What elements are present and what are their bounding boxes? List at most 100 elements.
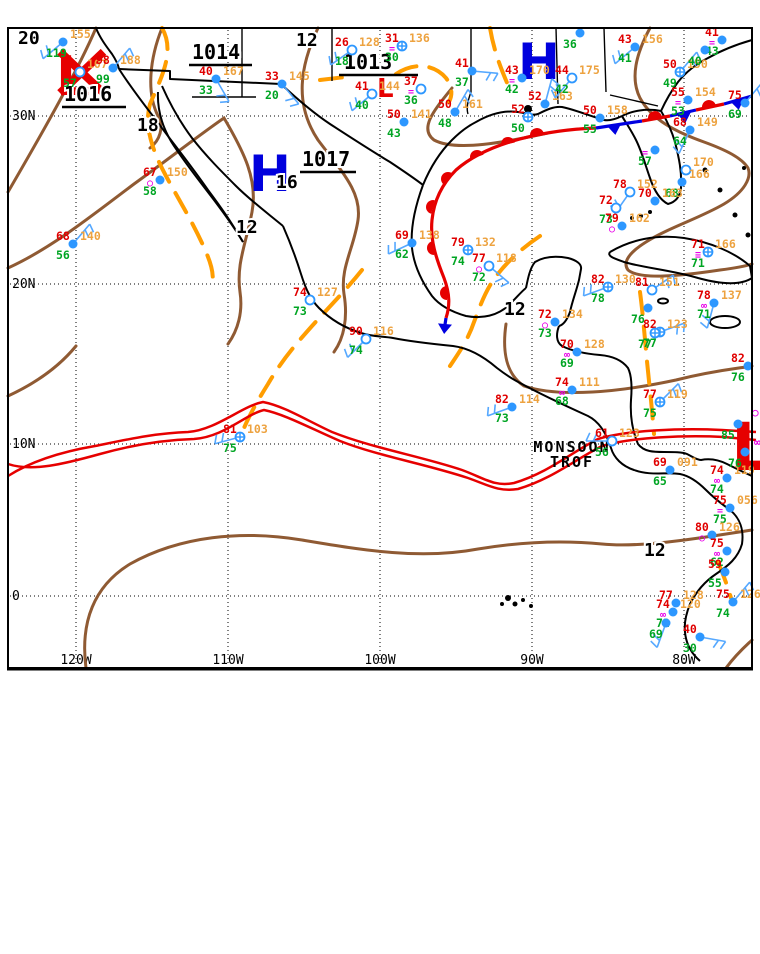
- station-weather-symbol: =: [642, 148, 648, 159]
- stationary-front-warm-symbol: [648, 111, 662, 119]
- station-circle: [630, 42, 640, 52]
- wind-barb-tick: [467, 89, 474, 98]
- isobar-line: [6, 344, 78, 398]
- station-pressure: 156: [642, 32, 663, 46]
- coastline: [156, 91, 244, 243]
- station-circle: [700, 45, 710, 55]
- pressure-value-label: 1013: [344, 50, 392, 74]
- wind-barb-tick: [701, 314, 710, 322]
- station-circle: [517, 73, 527, 83]
- station-plot: 77: [638, 327, 661, 351]
- station-temperature: 74: [656, 597, 670, 611]
- station-plot: 57=: [638, 145, 660, 168]
- station-plot: 69 138 62: [387, 228, 440, 261]
- station-pressure: 155: [70, 27, 91, 41]
- isobar-line: [300, 26, 360, 354]
- station-circle: [722, 473, 732, 483]
- station-circle: [707, 530, 717, 540]
- station-circle: [304, 294, 316, 306]
- station-dewpoint: 75: [643, 406, 657, 420]
- station-dewpoint: 36: [404, 93, 418, 107]
- station-dewpoint: 99: [96, 72, 110, 86]
- station-pressure: 141: [411, 107, 432, 121]
- station-pressure: 140: [80, 229, 101, 243]
- trough-line: [716, 560, 733, 600]
- station-dewpoint: 37: [455, 75, 469, 89]
- station-dewpoint: 56: [56, 248, 70, 262]
- political-border: [466, 28, 472, 115]
- island: [505, 595, 511, 601]
- station-circle: [665, 465, 675, 475]
- island: [529, 604, 533, 608]
- station-pressure: 126: [740, 587, 760, 601]
- coastline: [95, 27, 120, 70]
- station-pressure: 150: [167, 165, 188, 179]
- station-pressure: 152: [637, 177, 658, 191]
- pressure-value-label: 1014: [192, 40, 240, 64]
- pressure-value-label: 1016: [64, 82, 112, 106]
- wind-barb-tick: [289, 103, 299, 108]
- station-dewpoint: 75: [223, 441, 237, 455]
- station-weather-symbol: ○: [609, 224, 615, 235]
- station-temperature: 72: [599, 193, 613, 207]
- station-dewpoint: 69: [728, 107, 742, 121]
- station-plot: 76: [631, 303, 653, 326]
- wind-barb-tick: [493, 404, 496, 414]
- stationary-front-warm-symbol: [702, 100, 716, 109]
- station-plot: 81 103 75: [214, 422, 268, 455]
- station-temperature: 61: [595, 426, 609, 440]
- island: [639, 214, 643, 218]
- wind-barb-tick: [285, 97, 295, 102]
- stationary-front-cold-symbol: [607, 124, 621, 135]
- station-dewpoint: 62: [710, 555, 724, 569]
- station-circle: [467, 66, 477, 76]
- station-plot: 40: [688, 45, 710, 68]
- station-pressure: 150: [687, 57, 708, 71]
- wind-barb-tick: [675, 139, 683, 148]
- station-dewpoint: 57: [638, 154, 652, 168]
- coastline: [660, 39, 753, 112]
- station-pressure: 114: [519, 392, 540, 406]
- station-pressure: 151: [659, 275, 680, 289]
- warm-front-symbol: [470, 150, 484, 160]
- station-pressure: 127: [317, 285, 338, 299]
- low-pressure-symbol: L: [377, 74, 394, 104]
- trough-line: [488, 26, 514, 96]
- wind-barb-tick: [712, 639, 720, 649]
- station-plot: 75 126 74: [716, 581, 760, 620]
- trough-line: [448, 234, 542, 368]
- wind-barb-tick: [88, 223, 95, 233]
- station-circle: [740, 447, 750, 457]
- station-circle: [108, 63, 118, 73]
- station-temperature: 37: [404, 74, 418, 88]
- station-pressure: 123: [667, 317, 688, 331]
- station-temperature: 50: [583, 103, 597, 117]
- station-pressure: 138: [419, 228, 440, 242]
- station-plot: 74 119 74∞: [710, 463, 755, 496]
- station-temperature: 72: [538, 307, 552, 321]
- station-pressure: 144: [379, 79, 400, 93]
- station-dewpoint: 76: [631, 312, 645, 326]
- pressure-centers: LLHHL1016101410131017: [56, 33, 760, 486]
- station-circle: [567, 385, 577, 395]
- isobar-line: [6, 115, 255, 346]
- station-plot: 166 68: [665, 167, 710, 200]
- wind-barb-tick: [549, 85, 558, 93]
- longitude-label: 110W: [212, 653, 243, 668]
- station-circle: [399, 117, 409, 127]
- cold-front-symbol: [438, 323, 452, 334]
- station-dewpoint: 119: [46, 46, 67, 60]
- warm-front-symbol: [501, 137, 515, 146]
- station-circle: [677, 177, 687, 187]
- station-temperature: 81: [635, 275, 649, 289]
- stationary-front-segment: [669, 108, 697, 118]
- high-pressure-symbol: H: [249, 145, 291, 203]
- station-plot: 40 167 33: [199, 64, 244, 104]
- wind-barb-tick: [463, 95, 471, 104]
- wind-barb-tick: [128, 47, 135, 57]
- station-temperature: 41: [455, 56, 469, 70]
